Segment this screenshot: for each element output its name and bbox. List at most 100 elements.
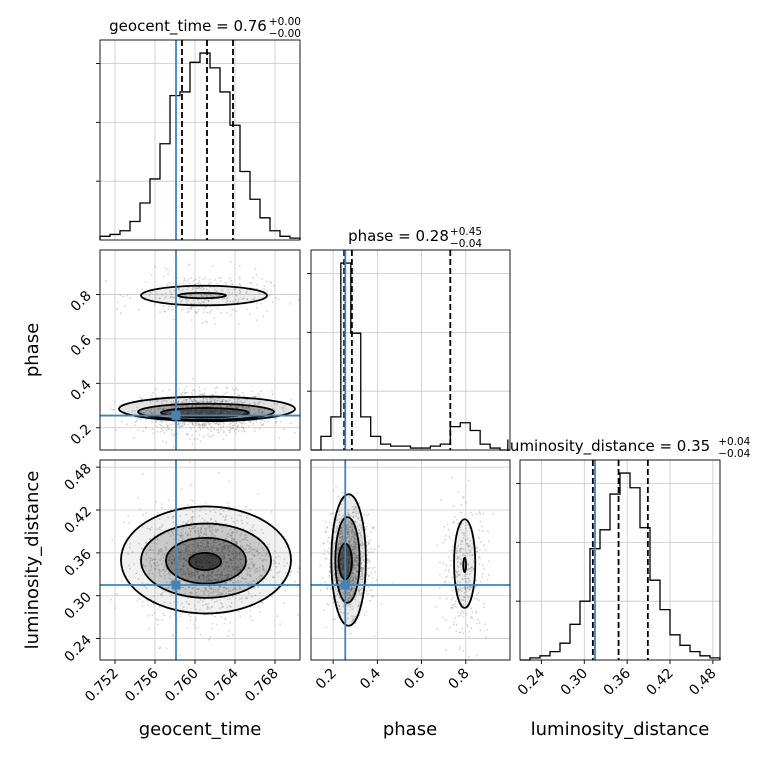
sample-point: [488, 574, 490, 576]
sample-point: [169, 582, 172, 585]
sample-point: [233, 406, 236, 409]
sample-point: [155, 400, 158, 403]
sample-point: [237, 406, 239, 409]
sample-point: [236, 554, 239, 556]
sample-point: [457, 566, 460, 569]
sample-point: [156, 562, 159, 564]
sample-point: [264, 419, 266, 422]
sample-point: [157, 564, 160, 567]
sample-point: [187, 299, 190, 302]
sample-point: [189, 592, 192, 594]
sample-point: [355, 559, 358, 562]
sample-point: [351, 608, 354, 610]
sample-point: [201, 393, 203, 396]
sample-point: [165, 429, 168, 432]
sample-point: [459, 631, 461, 634]
sample-point: [337, 608, 340, 610]
sample-point: [222, 430, 225, 432]
sample-point: [186, 307, 189, 310]
sample-point: [241, 564, 243, 566]
sample-point: [128, 564, 131, 567]
sample-point: [361, 574, 363, 577]
sample-point: [223, 574, 226, 577]
sample-point: [219, 594, 222, 597]
sample-point: [253, 555, 256, 558]
sample-point: [215, 530, 218, 532]
sample-point: [188, 400, 191, 403]
sample-point: [223, 553, 226, 555]
sample-point: [349, 544, 352, 547]
sample-point: [358, 512, 360, 515]
sample-point: [352, 553, 355, 555]
sample-point: [476, 547, 479, 549]
sample-point: [252, 524, 255, 527]
sample-point: [149, 557, 152, 560]
sample-point: [182, 538, 184, 540]
sample-point: [248, 508, 251, 511]
sample-point: [202, 424, 204, 426]
sample-point: [443, 581, 446, 584]
sample-point: [169, 508, 172, 511]
sample-point: [346, 574, 349, 577]
sample-point: [466, 623, 469, 626]
sample-point: [249, 529, 252, 531]
sample-point: [208, 587, 211, 590]
sample-point: [353, 533, 356, 536]
sample-point: [461, 540, 464, 542]
sample-point: [348, 514, 350, 516]
sample-point: [159, 574, 162, 577]
sample-point: [467, 563, 470, 566]
sample-point: [197, 308, 200, 311]
sample-point: [459, 528, 462, 531]
sample-point: [350, 543, 353, 546]
sample-point: [251, 562, 254, 565]
sample-point: [197, 601, 200, 603]
sample-point: [122, 295, 125, 298]
sample-point: [463, 596, 466, 599]
sample-point: [242, 577, 244, 580]
sample-point: [201, 600, 204, 603]
sample-point: [207, 546, 210, 548]
sample-point: [339, 608, 342, 611]
sample-point: [236, 425, 239, 427]
sample-point: [352, 511, 354, 514]
sample-point: [459, 551, 462, 553]
sample-point: [261, 559, 264, 562]
x-tick-label: 0.760: [162, 666, 202, 706]
sample-point: [354, 580, 356, 583]
sample-point: [211, 564, 214, 567]
sample-point: [462, 587, 465, 590]
sample-point: [191, 548, 194, 550]
sample-point: [212, 295, 215, 298]
sample-point: [195, 559, 198, 562]
sample-point: [233, 430, 236, 432]
sample-point: [234, 597, 237, 599]
sample-point: [147, 556, 150, 559]
sample-point: [182, 561, 185, 564]
sample-point: [195, 400, 197, 403]
sample-point: [113, 607, 116, 609]
sample-point: [342, 566, 345, 568]
sample-point: [188, 411, 191, 414]
sample-point: [206, 608, 208, 611]
sample-point: [254, 396, 257, 398]
sample-point: [164, 411, 167, 414]
sample-point: [165, 420, 168, 423]
sample-point: [324, 549, 326, 552]
sample-point: [206, 570, 209, 573]
sample-point: [144, 281, 147, 283]
sample-point: [211, 550, 214, 553]
sample-point: [247, 567, 250, 569]
sample-point: [190, 516, 193, 519]
sample-point: [153, 562, 156, 565]
sample-point: [225, 301, 228, 304]
sample-point: [205, 294, 208, 296]
sample-point: [246, 539, 248, 542]
sample-point: [361, 567, 364, 569]
sample-point: [184, 532, 187, 535]
density-shade: [178, 292, 226, 299]
sample-point: [161, 591, 164, 594]
sample-point: [479, 629, 482, 632]
sample-point: [201, 413, 203, 415]
sample-point: [219, 508, 222, 511]
